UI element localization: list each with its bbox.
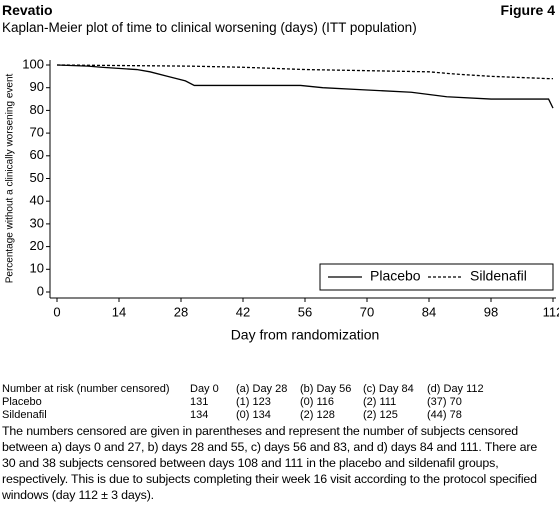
- table-cell: (37) 70: [427, 396, 462, 408]
- risk-table: Number at risk (number censored) Day 0 (a)…: [2, 383, 484, 422]
- table-cell: (c) Day 84: [363, 383, 414, 395]
- table-row: Number at risk (number censored) Day 0 (a)…: [2, 383, 484, 396]
- table-cell: 134: [190, 409, 209, 421]
- x-tick-label: 56: [298, 304, 312, 319]
- table-cell: (a) Day 28: [236, 383, 288, 395]
- y-tick-label: 80: [30, 102, 44, 117]
- legend-label: Placebo: [370, 268, 421, 284]
- table-cell: (2) 125: [363, 409, 398, 421]
- table-cell: Number at risk (number censored): [2, 383, 170, 395]
- x-tick-label: 112: [543, 304, 559, 319]
- table-cell: (2) 111: [363, 396, 397, 408]
- table-cell: (d) Day 112: [427, 383, 484, 395]
- title: Revatio: [2, 2, 53, 18]
- x-tick-label: 70: [360, 304, 374, 319]
- table-row: Sildenafil 134 (0) 134 (2) 128 (2) 125 (44) 7…: [2, 409, 484, 422]
- table-cell: (0) 116: [300, 396, 335, 408]
- y-axis-label: Percentage without a clinically worsenin…: [5, 73, 16, 283]
- series-line: [56, 64, 554, 109]
- y-tick-label: 50: [30, 170, 44, 185]
- x-tick-label: 42: [236, 304, 250, 319]
- x-tick-label: 84: [422, 304, 436, 319]
- y-tick-label: 100: [22, 56, 44, 71]
- table-cell: (b) Day 56: [300, 383, 352, 395]
- x-tick-label: 0: [53, 304, 60, 319]
- x-axis-label: Day from randomization: [231, 327, 380, 343]
- table-cell: 131: [190, 396, 209, 408]
- footnote: The numbers censored are given in parent…: [2, 424, 538, 502]
- x-tick-label: 28: [174, 304, 188, 319]
- legend-label: Sildenafil: [470, 268, 527, 284]
- x-tick-label: 14: [112, 304, 126, 319]
- y-tick-label: 60: [30, 147, 44, 162]
- table-cell: (1) 123: [236, 396, 271, 408]
- table-row: Placebo 131 (1) 123 (0) 116 (2) 111 (37) 70: [2, 396, 484, 409]
- y-tick-label: 90: [30, 79, 44, 94]
- y-tick-label: 40: [30, 193, 44, 208]
- chart: 0 10 20 30 40 50 60 70 80 90 100 0 14 28 42 56 70 84 98 112…: [5, 56, 559, 343]
- y-tick-label: 10: [30, 261, 44, 276]
- y-tick-label: 20: [30, 238, 44, 253]
- table-cell: Placebo: [2, 396, 42, 408]
- table-cell: (0) 134: [236, 409, 271, 421]
- table-cell: Sildenafil: [2, 409, 47, 421]
- figure-label: Figure 4: [500, 2, 555, 18]
- x-tick-label: 98: [484, 304, 498, 319]
- y-tick-label: 0: [37, 283, 44, 298]
- series-line: [56, 64, 553, 80]
- table-cell: (44) 78: [427, 409, 462, 421]
- table-cell: Day 0: [190, 383, 219, 395]
- subtitle: Kaplan-Meier plot of time to clinical wo…: [2, 20, 417, 35]
- table-cell: (2) 128: [300, 409, 335, 421]
- y-tick-label: 30: [30, 215, 44, 230]
- y-tick-label: 70: [30, 125, 44, 140]
